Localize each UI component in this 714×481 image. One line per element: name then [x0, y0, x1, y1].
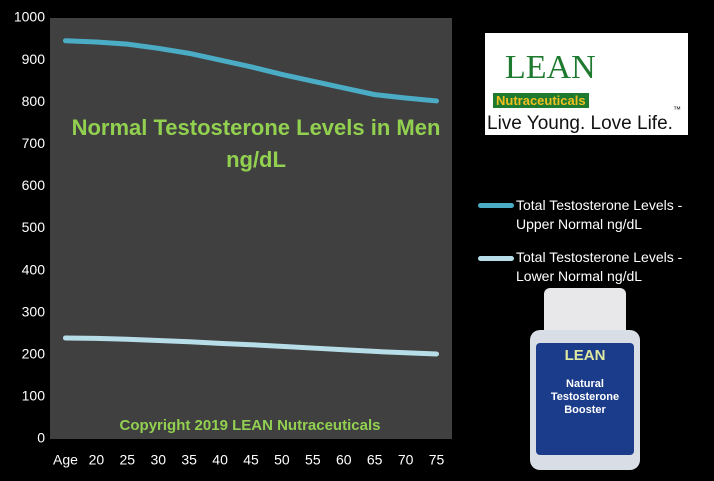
y-tick-label: 1000 [14, 9, 45, 25]
logo-line: Nutraceuticals [493, 93, 589, 108]
y-tick-label: 400 [22, 261, 46, 277]
x-tick-label: 25 [120, 452, 136, 468]
x-tick-label: 65 [367, 452, 383, 468]
x-tick-label: 30 [150, 452, 166, 468]
x-tick-label: 45 [243, 452, 259, 468]
x-tick-label: 40 [212, 452, 228, 468]
legend-swatch [478, 256, 514, 261]
y-tick-label: 500 [22, 219, 46, 235]
y-tick-label: 700 [22, 135, 46, 151]
y-tick-label: 200 [22, 346, 46, 362]
x-tick-label: 70 [398, 452, 414, 468]
x-tick-label: 20 [89, 452, 105, 468]
chart-title: Normal Testosterone Levels in Men ng/dL [71, 115, 441, 172]
product-name: Natural Testosterone Booster [550, 378, 620, 416]
legend-label: Total Testosterone Levels - Upper Normal… [516, 197, 683, 232]
x-tick-label: 55 [305, 452, 321, 468]
product-image: LEAN Natural Testosterone Booster [530, 288, 640, 470]
x-tick-label: Age [53, 452, 78, 468]
data-line [62, 335, 440, 357]
y-tick-label: 800 [22, 93, 46, 109]
legend-label: Total Testosterone Levels - Lower Normal… [516, 249, 683, 284]
y-tick-label: 0 [37, 430, 45, 446]
bottle-label: LEAN Natural Testosterone Booster [536, 343, 634, 455]
legend-swatch [478, 203, 514, 208]
y-tick-label: 300 [22, 303, 46, 319]
x-tick-label: 50 [274, 452, 290, 468]
x-tick-label: 35 [181, 452, 197, 468]
product-brand: LEAN [564, 347, 606, 364]
y-tick-label: 900 [22, 51, 46, 67]
bottle-cap [544, 288, 626, 333]
x-tick-label: 75 [429, 452, 445, 468]
logo-brand: LEAN [505, 49, 596, 86]
logo-mark: ™ [673, 105, 681, 114]
x-tick-label: 60 [336, 452, 352, 468]
y-tick-label: 600 [22, 177, 46, 193]
annotation: Copyright 2019 LEAN Nutraceuticals [119, 417, 381, 434]
data-line [62, 38, 440, 104]
logo: LEAN Nutraceuticals Live Young. Love Lif… [485, 33, 688, 135]
logo-tagline: Live Young. Love Life. [487, 113, 673, 134]
y-tick-label: 100 [22, 388, 46, 404]
plot-area [50, 18, 452, 439]
